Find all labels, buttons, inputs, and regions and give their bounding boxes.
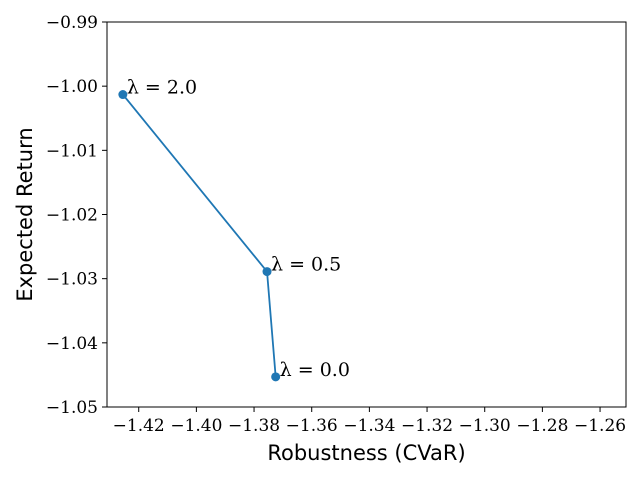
y-tick-label: −1.05 bbox=[46, 398, 98, 418]
x-tick-label: −1.28 bbox=[516, 416, 568, 436]
y-tick-label: −1.01 bbox=[46, 141, 98, 161]
y-tick-label: −1.02 bbox=[46, 206, 98, 226]
x-tick-label: −1.42 bbox=[113, 416, 165, 436]
y-tick-label: −1.03 bbox=[46, 270, 98, 290]
x-tick-label: −1.30 bbox=[459, 416, 511, 436]
y-axis-label: Expected Return bbox=[13, 127, 37, 301]
x-tick-label: −1.40 bbox=[170, 416, 222, 436]
y-tick-label: −0.99 bbox=[46, 13, 98, 33]
y-tick-label: −1.00 bbox=[46, 77, 98, 97]
point-annotation: λ = 0.0 bbox=[280, 359, 350, 381]
x-tick-label: −1.26 bbox=[574, 416, 626, 436]
x-tick-label: −1.34 bbox=[343, 416, 395, 436]
series-layer: λ = 2.0 λ = 0.5 λ = 0.0 bbox=[118, 77, 350, 382]
data-point bbox=[118, 90, 128, 100]
data-point bbox=[262, 267, 272, 277]
plot-frame bbox=[106, 21, 627, 408]
point-annotation: λ = 2.0 bbox=[127, 77, 197, 99]
series-line bbox=[122, 93, 277, 377]
ticks-layer: −1.42 −1.40 −1.38 −1.36 −1.34 −1.32 −1.30 −1.28… bbox=[46, 13, 626, 436]
y-tick-label: −1.04 bbox=[46, 334, 98, 354]
data-point bbox=[271, 372, 281, 382]
x-tick-label: −1.38 bbox=[228, 416, 280, 436]
x-axis-label: Robustness (CVaR) bbox=[267, 441, 465, 465]
point-annotation: λ = 0.5 bbox=[271, 254, 341, 276]
x-tick-label: −1.36 bbox=[286, 416, 338, 436]
x-tick-label: −1.32 bbox=[401, 416, 453, 436]
